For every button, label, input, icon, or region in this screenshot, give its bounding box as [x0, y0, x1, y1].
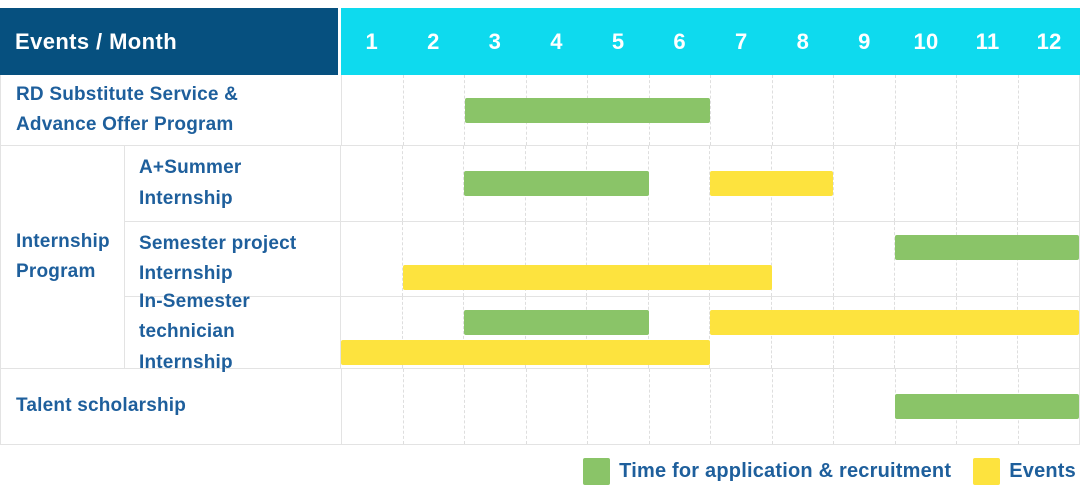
month-header-4: 4: [550, 28, 563, 54]
month-header-5: 5: [611, 28, 625, 54]
row-label-talent-scholarship: Talent scholarship: [16, 395, 187, 417]
group-label-internship-program: Internship Program: [1, 146, 125, 368]
month-header-1: 1: [365, 28, 379, 54]
group-internship-program: Internship Program A+Summer Internship Sem…: [1, 145, 1079, 373]
row-semester-project-internship: Semester project Internship: [125, 221, 1079, 296]
application-bar-rd-substitute-service-advance-offer-program: [464, 97, 711, 123]
row-label-rd-substitute-service-advance-offer-program: RD Substitute Service & Advance Offer Pr…: [16, 83, 239, 135]
legend-item-events: Events: [973, 458, 1076, 485]
row-label-semester-project-internship: Semester project Internship: [139, 232, 297, 284]
month-header-10: 10: [913, 28, 939, 54]
header-divider: [338, 8, 341, 75]
legend-swatch-icon-events: [973, 458, 1001, 485]
month-header-8: 8: [796, 28, 810, 54]
application-bar-a-summer-internship: [464, 171, 649, 196]
row-a-summer-internship: A+Summer Internship: [125, 146, 1079, 221]
timeline-a-summer-internship: [340, 146, 1079, 221]
legend-label-time-for-application-recruitment: Time for application & recruitment: [619, 460, 952, 482]
schedule-table: Events / Month 1 2 3 4 5 6 7 8 9 10 11 12 RD Substi…: [0, 8, 1080, 445]
application-bar-talent-scholarship: [894, 394, 1079, 419]
row-label-a-summer-internship: A+Summer Internship: [139, 157, 242, 209]
row-label-in-semester-technician-internship: In-Semester technician Internship: [139, 290, 250, 373]
timeline-in-semester-technician-internship: [340, 297, 1079, 368]
month-header-11: 11: [975, 28, 1000, 54]
month-header-7: 7: [734, 28, 748, 54]
month-gridlines: [342, 75, 1079, 145]
month-header-12: 12: [1036, 28, 1062, 54]
timeline-talent-scholarship: [341, 369, 1079, 444]
events-bar-a-summer-internship: [710, 171, 833, 196]
timeline-rd-substitute-service-advance-offer-program: [341, 75, 1079, 145]
application-bar-in-semester-technician-internship: [464, 310, 649, 335]
month-header-6: 6: [673, 28, 686, 54]
month-header-row: 1 2 3 4 5 6 7 8 9 10 11 12: [341, 8, 1080, 75]
events-bar-semester-project-internship: [402, 265, 772, 290]
timeline-semester-project-internship: [340, 222, 1079, 296]
header-title: Events / Month: [0, 8, 338, 75]
month-header-3: 3: [488, 28, 502, 54]
legend: Time for application & recruitment Events: [583, 458, 1076, 485]
legend-item-time-for-application-recruitment: Time for application & recruitment: [583, 458, 951, 485]
table-body: RD Substitute Service & Advance Offer Pr…: [0, 75, 1080, 445]
legend-swatch-icon-time-for-application-recruitment: [583, 458, 611, 485]
legend-label-events: Events: [1009, 460, 1076, 482]
row-rd-substitute-service-advance-offer-program: RD Substitute Service & Advance Offer Pr…: [1, 75, 1079, 145]
events-bar-in-semester-technician-internship: [710, 310, 1079, 335]
row-talent-scholarship: Talent scholarship: [1, 368, 1079, 444]
application-bar-semester-project-internship: [894, 235, 1079, 260]
row-in-semester-technician-internship: In-Semester technician Internship: [125, 290, 1079, 373]
group-rows: A+Summer Internship Semester project Inte…: [125, 146, 1079, 373]
month-header-2: 2: [427, 28, 440, 54]
events-bar-in-semester-technician-internship: [341, 340, 710, 365]
table-header: Events / Month 1 2 3 4 5 6 7 8 9 10 11 12: [0, 8, 1080, 75]
month-header-9: 9: [858, 28, 871, 54]
